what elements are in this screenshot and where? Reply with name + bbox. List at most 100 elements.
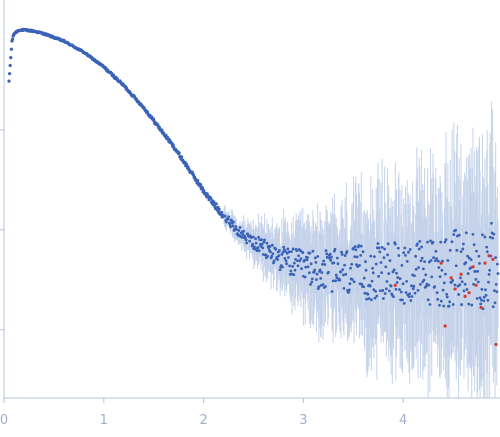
data-point: [231, 224, 235, 228]
x-tick-label: 4: [399, 413, 407, 428]
data-point: [466, 272, 470, 275]
data-point: [433, 285, 437, 289]
data-point: [488, 235, 492, 239]
data-point: [320, 271, 324, 274]
data-point: [343, 254, 347, 258]
data-point: [407, 295, 411, 299]
data-point: [400, 263, 404, 267]
data-point: [403, 246, 407, 250]
data-point: [398, 288, 401, 291]
data-point: [341, 268, 345, 271]
data-point: [339, 270, 343, 274]
data-point: [416, 242, 419, 246]
data-point: [347, 288, 351, 292]
data-point: [319, 276, 323, 280]
data-point: [398, 277, 402, 281]
data-point: [372, 288, 376, 292]
data-point: [365, 297, 369, 301]
data-point: [444, 238, 448, 241]
data-point: [373, 255, 376, 259]
data-point: [329, 258, 333, 262]
data-point: [482, 299, 486, 303]
data-point: [455, 248, 459, 252]
data-point: [442, 304, 446, 308]
data-point: [335, 256, 339, 260]
data-point: [437, 266, 441, 269]
data-point: [484, 293, 488, 297]
data-point: [254, 237, 257, 241]
data-point: [401, 282, 405, 286]
data-point: [458, 283, 462, 287]
data-point: [461, 247, 465, 251]
data-point: [10, 37, 15, 41]
data-point: [281, 265, 284, 269]
data-point: [332, 261, 336, 265]
data-point: [369, 254, 373, 258]
data-point: [324, 285, 327, 288]
data-point: [396, 276, 400, 279]
data-point: [235, 228, 238, 231]
data-point: [476, 269, 480, 273]
data-point: [219, 210, 224, 214]
data-point: [428, 303, 432, 306]
data-point: [303, 258, 306, 262]
data-point: [297, 254, 300, 258]
data-point: [416, 289, 420, 292]
data-point: [370, 298, 373, 302]
data-point: [290, 250, 293, 254]
data-point: [413, 274, 416, 278]
data-point: [488, 268, 492, 272]
data-point: [193, 175, 197, 179]
data-point: [288, 264, 292, 268]
outlier-point: [439, 261, 443, 265]
data-point: [445, 292, 449, 296]
data-point: [486, 298, 490, 302]
data-point: [485, 245, 489, 249]
x-tick-label: 1: [100, 413, 108, 428]
data-point: [448, 248, 452, 252]
data-point: [464, 261, 468, 264]
outlier-point: [474, 283, 478, 287]
data-point: [419, 259, 423, 263]
data-point: [340, 253, 344, 256]
data-point: [384, 287, 388, 291]
data-point: [483, 235, 487, 239]
data-point: [8, 63, 12, 68]
x-tick-label: 2: [199, 413, 207, 428]
outlier-point: [471, 265, 475, 269]
data-point: [291, 247, 295, 251]
data-point: [439, 299, 443, 303]
data-point: [385, 280, 389, 283]
data-point: [274, 247, 278, 251]
outlier-point: [459, 272, 463, 276]
data-point: [405, 260, 409, 263]
data-point: [285, 262, 289, 266]
data-point: [253, 247, 257, 251]
data-point: [374, 262, 378, 266]
data-point: [422, 278, 426, 282]
x-tick-label: 0: [0, 413, 8, 428]
data-point: [348, 282, 352, 286]
data-point: [312, 270, 316, 274]
data-point: [315, 278, 318, 281]
data-point: [451, 279, 455, 282]
data-point: [254, 241, 258, 245]
data-point: [496, 262, 499, 266]
data-point: [431, 240, 435, 244]
data-point: [475, 249, 478, 253]
data-point: [382, 256, 386, 260]
data-point: [418, 282, 422, 286]
data-point: [272, 259, 276, 263]
data-point: [171, 143, 175, 147]
data-point: [286, 247, 290, 251]
data-point: [448, 300, 452, 304]
data-point: [392, 268, 396, 272]
data-point: [276, 258, 280, 261]
data-point: [496, 272, 500, 275]
data-point: [481, 233, 484, 237]
data-point: [392, 295, 395, 299]
outlier-point: [463, 294, 467, 298]
data-point: [336, 262, 340, 266]
outlier-point: [494, 342, 498, 347]
data-point: [226, 217, 230, 221]
